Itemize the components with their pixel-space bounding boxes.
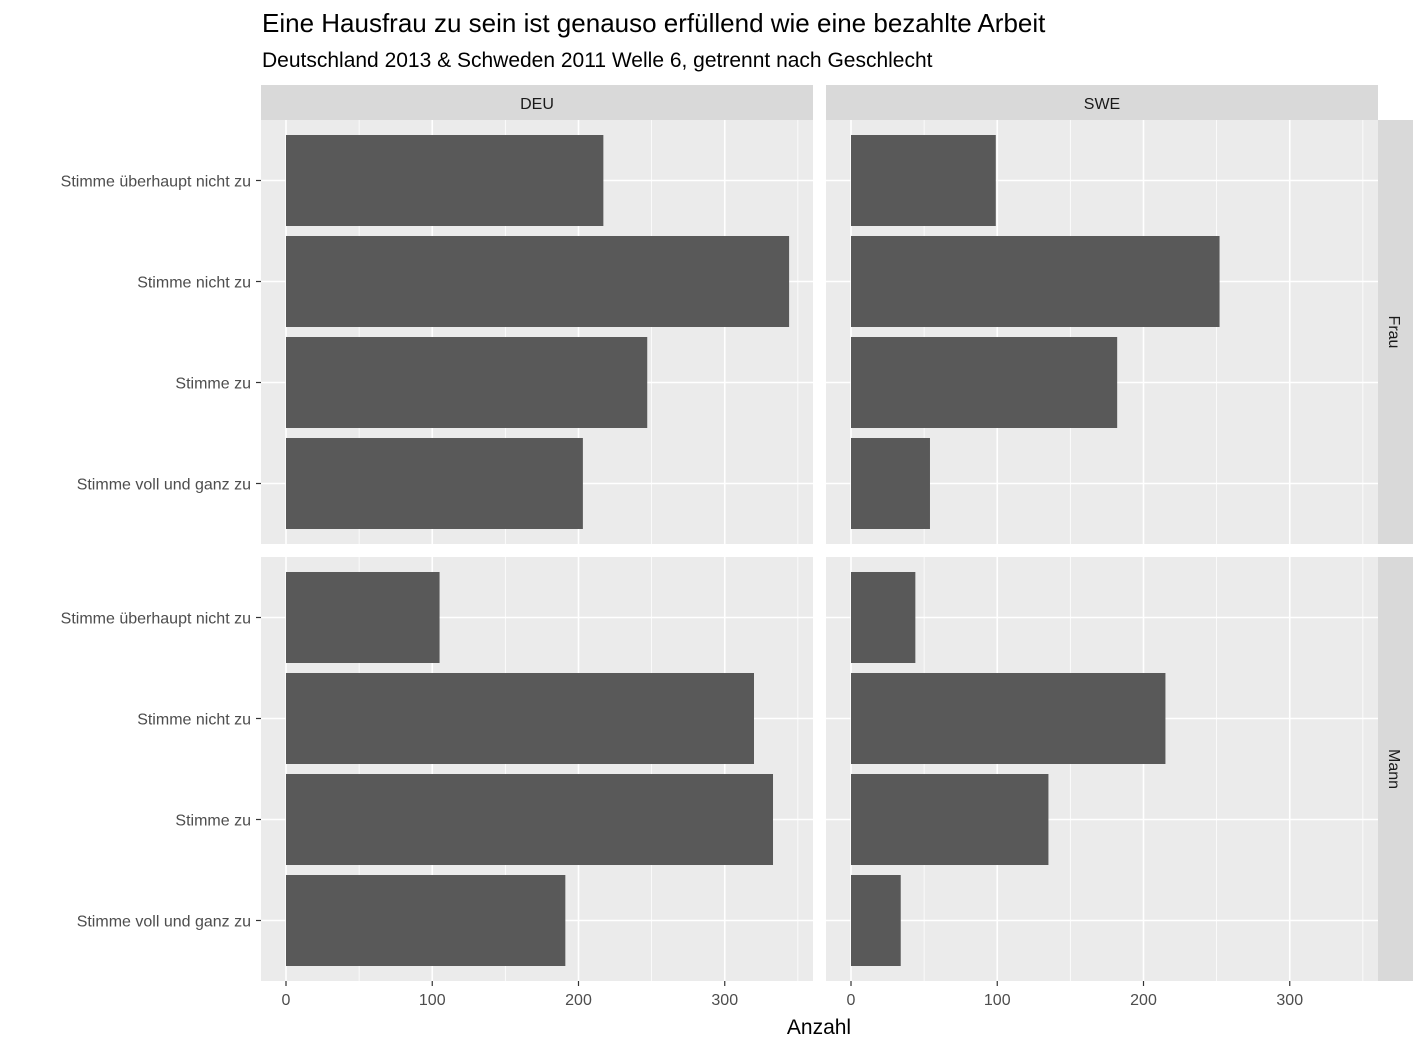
bar-swe-frau-2 xyxy=(851,236,1220,327)
bar-deu-frau-2 xyxy=(286,236,790,327)
bar-swe-mann-1 xyxy=(851,572,916,663)
y-tick-label: Stimme zu xyxy=(175,376,251,393)
y-tick-label: Stimme zu xyxy=(175,813,251,830)
facet-strip-swe xyxy=(826,85,1378,120)
bar-deu-mann-3 xyxy=(286,774,774,865)
facet-strip-mann xyxy=(1377,557,1413,981)
bar-swe-frau-3 xyxy=(851,337,1118,428)
x-axis-title: Anzahl xyxy=(787,1016,851,1039)
bar-deu-mann-2 xyxy=(286,673,754,764)
y-tick-label: Stimme voll und ganz zu xyxy=(77,477,251,494)
x-tick-label: 200 xyxy=(1130,992,1157,1009)
y-tick-label: Stimme überhaupt nicht zu xyxy=(61,611,251,628)
bar-swe-mann-3 xyxy=(851,774,1049,865)
panel-swe-mann xyxy=(826,557,1378,981)
facet-strip-label: Mann xyxy=(1385,749,1402,789)
chart-title: Eine Hausfrau zu sein ist genauso erfüll… xyxy=(262,8,1046,38)
x-tick-label: 200 xyxy=(565,992,592,1009)
x-tick-label: 100 xyxy=(984,992,1011,1009)
facet-strip-deu xyxy=(261,85,813,120)
bar-deu-mann-1 xyxy=(286,572,440,663)
x-tick-label: 0 xyxy=(282,992,291,1009)
x-tick-label: 100 xyxy=(419,992,446,1009)
facet-strip-label: SWE xyxy=(1084,96,1120,113)
chart-subtitle: Deutschland 2013 & Schweden 2011 Welle 6… xyxy=(262,49,933,72)
bar-swe-mann-2 xyxy=(851,673,1166,764)
facet-strip-label: DEU xyxy=(520,96,554,113)
bar-deu-mann-4 xyxy=(286,875,566,966)
bar-deu-frau-3 xyxy=(286,337,648,428)
bar-deu-frau-1 xyxy=(286,135,604,226)
bar-swe-mann-4 xyxy=(851,875,901,966)
x-tick-label: 300 xyxy=(711,992,738,1009)
x-tick-label: 300 xyxy=(1276,992,1303,1009)
bar-swe-frau-4 xyxy=(851,438,930,529)
x-tick-label: 0 xyxy=(847,992,856,1009)
y-tick-label: Stimme nicht zu xyxy=(137,712,251,729)
y-tick-label: Stimme überhaupt nicht zu xyxy=(61,174,251,191)
facet-strip-label: Frau xyxy=(1385,316,1402,349)
bar-deu-frau-4 xyxy=(286,438,583,529)
bar-swe-frau-1 xyxy=(851,135,996,226)
y-tick-label: Stimme nicht zu xyxy=(137,275,251,292)
y-tick-label: Stimme voll und ganz zu xyxy=(77,914,251,931)
facet-strip-frau xyxy=(1377,120,1413,544)
panels-layer: DEU SWE Frau Mann Stimme überhaupt nicht zu S… xyxy=(61,85,1413,1009)
